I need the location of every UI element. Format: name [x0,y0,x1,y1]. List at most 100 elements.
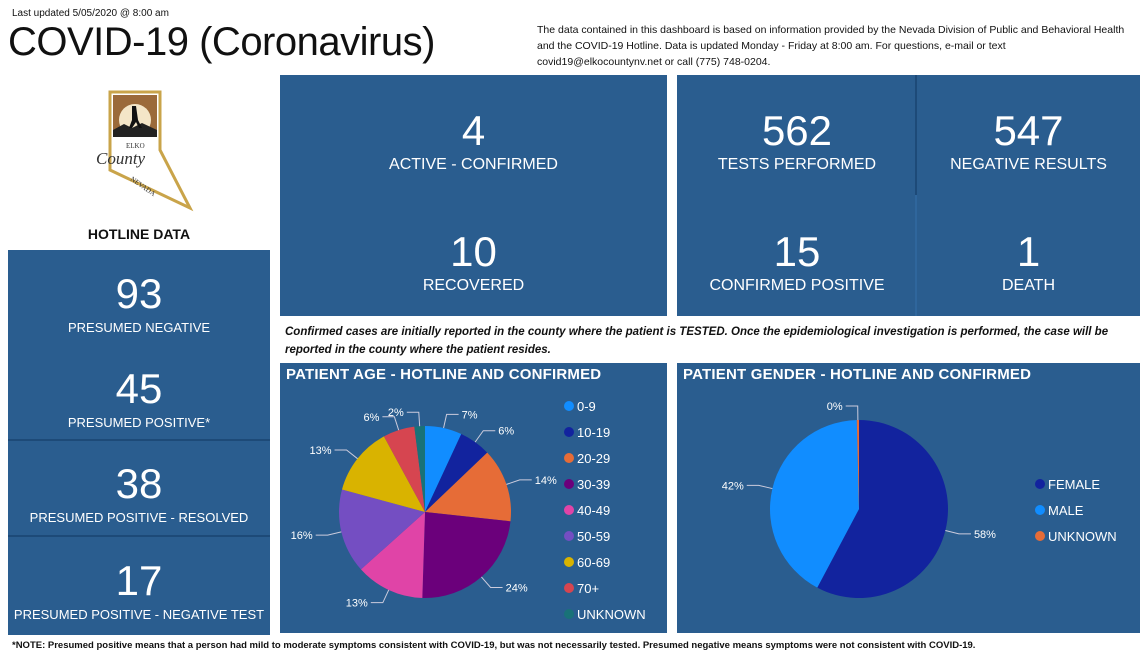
legend-dot-icon [564,583,574,593]
data-label: 24% [506,582,528,594]
legend-item[interactable]: 0-9 [564,393,646,419]
legend-dot-icon [564,453,574,463]
legend-label: UNKNOWN [1048,528,1117,544]
divider [8,535,270,537]
legend-dot-icon [1035,505,1045,515]
pie-slice-40-49[interactable] [360,512,425,598]
kpi-value: 10 [450,228,497,275]
chart-title: PATIENT GENDER - HOTLINE AND CONFIRMED [683,366,1032,383]
legend-item[interactable]: UNKNOWN [564,601,646,627]
legend-item[interactable]: UNKNOWN [1035,523,1117,549]
kpi-label: TESTS PERFORMED [717,156,877,173]
legend-item[interactable]: 10-19 [564,419,646,445]
kpi-confirmed-positive: 15 CONFIRMED POSITIVE [677,228,917,296]
kpi-value: 1 [1016,228,1041,275]
pie-slice-female[interactable] [817,420,948,598]
legend-item[interactable]: MALE [1035,497,1117,523]
pie-slice-unknown[interactable] [856,420,859,509]
reporting-note: Confirmed cases are initially reported i… [285,326,1109,356]
leader-line [746,484,773,490]
kpi-value: 38 [115,460,163,507]
legend-dot-icon [564,609,574,619]
legend-item[interactable]: 30-39 [564,471,646,497]
legend-item[interactable]: 70+ [564,575,646,601]
age-pie-chart: 7% 6% 14% 24% 13% 16% 13% 6% 2% [291,407,557,609]
data-label: 14% [535,475,557,487]
legend-dot-icon [1035,531,1045,541]
pie-slice-50-59[interactable] [339,489,425,570]
leader-line [845,405,859,421]
kpi-value: 562 [761,107,833,154]
data-label: 7% [462,409,478,421]
chart-title: PATIENT AGE - HOTLINE AND CONFIRMED [286,366,602,383]
legend-label: UNKNOWN [577,606,646,622]
hotline-title: HOTLINE DATA [87,226,191,242]
pie-slice-30-39[interactable] [422,512,511,598]
leader-line [443,413,459,429]
kpi-label: NEGATIVE RESULTS [950,156,1107,173]
legend-item[interactable]: 60-69 [564,549,646,575]
kpi-label: PRESUMED POSITIVE* [67,415,211,430]
kpi-label: DEATH [1001,277,1056,294]
divider [8,439,270,441]
kpi-label: PRESUMED POSITIVE - RESOLVED [29,510,249,525]
kpi-presumed-positive-resolved: 38 PRESUMED POSITIVE - RESOLVED [8,460,270,528]
data-label: 58% [974,529,996,541]
kpi-value: 547 [993,107,1064,154]
pie-slice-unknown[interactable] [414,426,425,512]
last-updated: Last updated 5/05/2020 @ 8:00 am [12,8,169,19]
age-legend: 0-9 10-19 20-29 30-39 40-49 50-59 60-69 70+ UNKN… [564,393,646,627]
data-label: 42% [722,480,744,492]
pie-slice-70-[interactable] [383,426,425,512]
divider [915,75,917,195]
leader-line [481,576,503,588]
svg-text:ELKO: ELKO [126,142,145,150]
footer-note: *NOTE: Presumed positive means that a pe… [12,640,976,651]
kpi-negative-results: 547 NEGATIVE RESULTS [917,107,1140,175]
legend-dot-icon [564,479,574,489]
pie-slice-0-9[interactable] [425,426,462,512]
pie-slice-male[interactable] [770,420,859,588]
legend-label: MALE [1048,502,1084,518]
data-label: 16% [291,530,313,542]
leader-line [315,531,342,536]
kpi-value: 4 [461,107,486,154]
kpi-value: 93 [115,270,163,317]
kpi-label: CONFIRMED POSITIVE [709,277,885,294]
info-text: The data contained in this dashboard is … [537,24,1125,68]
legend-item[interactable]: 20-29 [564,445,646,471]
kpi-label: PRESUMED NEGATIVE [67,320,211,335]
legend-label: 30-39 [577,476,611,492]
legend-item[interactable]: FEMALE [1035,471,1117,497]
svg-text:County: County [96,149,146,168]
page-title: COVID-19 (Coronavirus) [8,20,435,64]
data-label: 13% [310,445,332,457]
legend-dot-icon [564,401,574,411]
legend-item[interactable]: 50-59 [564,523,646,549]
gender-legend: FEMALE MALE UNKNOWN [1035,471,1117,549]
kpi-presumed-negative: 93 PRESUMED NEGATIVE [8,270,270,338]
data-label: 6% [498,426,514,438]
pie-slice-60-69[interactable] [341,436,425,512]
leader-line [334,449,358,460]
kpi-presumed-positive-negative-test: 17 PRESUMED POSITIVE - NEGATIVE TEST [8,557,270,625]
leader-line [474,430,496,443]
legend-label: FEMALE [1048,476,1101,492]
kpi-value: 17 [115,557,163,604]
pie-slice-10-19[interactable] [425,434,488,512]
kpi-value: 45 [115,365,163,412]
leader-line [382,416,400,431]
kpi-label: RECOVERED [422,277,525,294]
elko-county-logo: ELKO County NEVADA [96,90,194,212]
tests-panel: 562 TESTS PERFORMED 547 NEGATIVE RESULTS 1… [677,75,1140,316]
legend-label: 60-69 [577,554,611,570]
hotline-panel: 93 PRESUMED NEGATIVE 45 PRESUMED POSITIVE*… [8,250,270,635]
legend-item[interactable]: 40-49 [564,497,646,523]
legend-label: 70+ [577,580,600,596]
confirmed-panel: 4 ACTIVE - CONFIRMED 10 RECOVERED [280,75,667,316]
kpi-tests-performed: 562 TESTS PERFORMED [677,107,917,175]
legend-label: 10-19 [577,424,611,440]
pie-slice-20-29[interactable] [425,452,511,522]
kpi-presumed-positive: 45 PRESUMED POSITIVE* [8,365,270,433]
gender-chart-panel: PATIENT GENDER - HOTLINE AND CONFIRMED 5… [677,363,1140,633]
